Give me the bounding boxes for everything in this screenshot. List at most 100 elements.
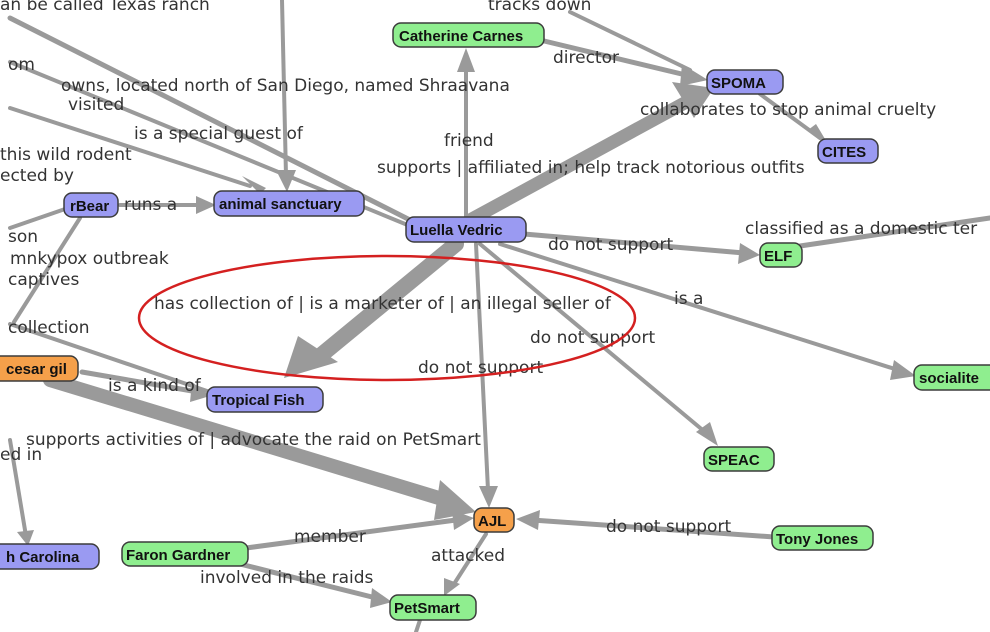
- edge-texas-luella: [7, 15, 413, 223]
- edge-label: collection: [8, 318, 90, 338]
- edge-cesar-tropical: [79, 369, 201, 395]
- node-label: SPEAC: [708, 452, 760, 469]
- arrow-luella-spoma: [672, 82, 714, 118]
- arrow-cesar-tropical: [190, 382, 210, 402]
- edge-petsmart-down: [414, 618, 422, 632]
- nodes: Catherine Carnes SPOMA CITES rBear anima…: [0, 22, 990, 621]
- arrow-luella-socialite: [890, 360, 916, 380]
- edge-label: om: [8, 55, 35, 75]
- edge-guest-sanctuary: [8, 106, 252, 188]
- node-spoma[interactable]: SPOMA: [706, 69, 784, 95]
- arrow-cesar-ajl: [434, 480, 476, 520]
- node-label: Luella Vedric: [410, 222, 503, 239]
- node-rbear[interactable]: rBear: [63, 192, 119, 218]
- arrow-tony-ajl: [516, 510, 540, 530]
- node-label: Faron Gardner: [126, 547, 230, 564]
- edge-ajl-petsmart: [452, 532, 488, 586]
- edge-top-sanctuary: [280, 0, 288, 178]
- node-cites[interactable]: CITES: [817, 138, 879, 164]
- edge-left-tropical: [8, 322, 212, 394]
- edge-label: supports | affiliated in; help track not…: [377, 158, 805, 178]
- edge-catherine-spoma: [537, 37, 693, 79]
- edge-label: is a special guest of: [134, 124, 304, 144]
- node-ajl[interactable]: AJL: [473, 507, 515, 533]
- edge-luella-ajl: [474, 242, 490, 492]
- edge-label: involved in the raids: [200, 568, 374, 588]
- arrow-luella-ajl: [479, 486, 498, 508]
- node-petsmart[interactable]: PetSmart: [389, 594, 477, 621]
- node-elf[interactable]: ELF: [759, 242, 803, 268]
- node-label: cesar gil: [6, 361, 67, 378]
- node-label: socialite: [919, 370, 979, 387]
- edge-label: is a: [674, 289, 703, 309]
- node-label: ELF: [764, 248, 792, 265]
- edge-label: supports activities of | advocate the ra…: [26, 430, 481, 450]
- node-carolina[interactable]: h Carolina: [0, 543, 100, 570]
- edge-faron-ajl: [243, 517, 459, 551]
- edge-labels: an be called Texas ranch tracks down om …: [0, 0, 977, 588]
- node-luella-vedric[interactable]: Luella Vedric: [405, 216, 527, 243]
- edge-luella-tropical: [312, 236, 464, 364]
- edge-label: is a kind of: [108, 376, 202, 396]
- node-label: SPOMA: [711, 75, 766, 92]
- node-label: rBear: [70, 198, 109, 215]
- arrow-faron-petsmart: [370, 588, 392, 608]
- node-label: h Carolina: [6, 549, 80, 566]
- edges: [7, 0, 990, 632]
- arrow-left-carolina: [17, 530, 34, 546]
- edge-label: visited: [68, 95, 124, 115]
- edge-label: has collection of | is a marketer of | a…: [154, 294, 612, 314]
- edge-luella-elf: [521, 231, 747, 256]
- node-label: Tony Jones: [776, 531, 858, 548]
- edge-label: do not support: [606, 517, 731, 537]
- edge-label: do not support: [548, 235, 673, 255]
- edge-cesar-ajl: [43, 373, 459, 509]
- edge-faron-petsmart: [237, 561, 379, 601]
- edge-tony-ajl: [529, 517, 777, 540]
- edge-luella-spoma: [463, 93, 697, 227]
- arrow-rbear-sanctuary: [196, 196, 216, 214]
- edge-left-carolina: [8, 438, 28, 538]
- arrow-luella-speac: [696, 422, 718, 446]
- edge-label: captives: [8, 270, 79, 290]
- arrow-guest-sanctuary: [242, 176, 266, 194]
- edge-label: do not support: [418, 358, 543, 378]
- edge-label: owns, located north of San Diego, named …: [61, 76, 510, 96]
- node-tropical-fish[interactable]: Tropical Fish: [206, 386, 324, 413]
- arrow-faron-ajl: [452, 510, 474, 530]
- arrow-luella-catherine: [457, 48, 475, 72]
- arrow-top-sanctuary: [276, 170, 296, 192]
- arrow-ajl-petsmart: [444, 578, 460, 596]
- node-faron-gardner[interactable]: Faron Gardner: [121, 541, 249, 567]
- node-label: Catherine Carnes: [399, 28, 523, 45]
- edge-label: an be called Texas ranch: [0, 0, 210, 15]
- edge-label: ed in: [0, 445, 42, 465]
- node-cesar-gil[interactable]: cesar gil: [0, 355, 79, 382]
- edge-label: tracks down: [488, 0, 591, 15]
- edge-label: runs a: [124, 195, 177, 215]
- node-label: animal sanctuary: [219, 196, 342, 213]
- edge-label: classified as a domestic ter: [745, 219, 977, 239]
- edge-label: son: [8, 227, 38, 247]
- edge-label: this wild rodent: [0, 145, 132, 165]
- highlight-ellipse: [137, 254, 637, 382]
- node-label: Tropical Fish: [212, 392, 305, 409]
- node-speac[interactable]: SPEAC: [703, 446, 775, 472]
- edge-label: collaborates to stop animal cruelty: [640, 100, 936, 120]
- node-catherine-carnes[interactable]: Catherine Carnes: [392, 22, 545, 48]
- edge-label: mnkypox outbreak: [10, 249, 169, 269]
- node-animal-sanctuary[interactable]: animal sanctuary: [213, 190, 365, 217]
- edge-rbear-down: [12, 216, 82, 324]
- edge-label: do not support: [530, 328, 655, 348]
- edge-left-rbear: [8, 206, 70, 230]
- node-label: PetSmart: [394, 600, 460, 617]
- node-label: CITES: [822, 144, 866, 161]
- edge-luella-socialite: [498, 242, 900, 372]
- edge-label: friend: [444, 131, 494, 151]
- node-tony-jones[interactable]: Tony Jones: [771, 525, 874, 551]
- edge-elf-right: [797, 215, 990, 249]
- node-socialite[interactable]: socialite: [913, 364, 990, 391]
- arrow-luella-elf: [738, 243, 760, 264]
- arrow-luella-tropical: [284, 336, 338, 378]
